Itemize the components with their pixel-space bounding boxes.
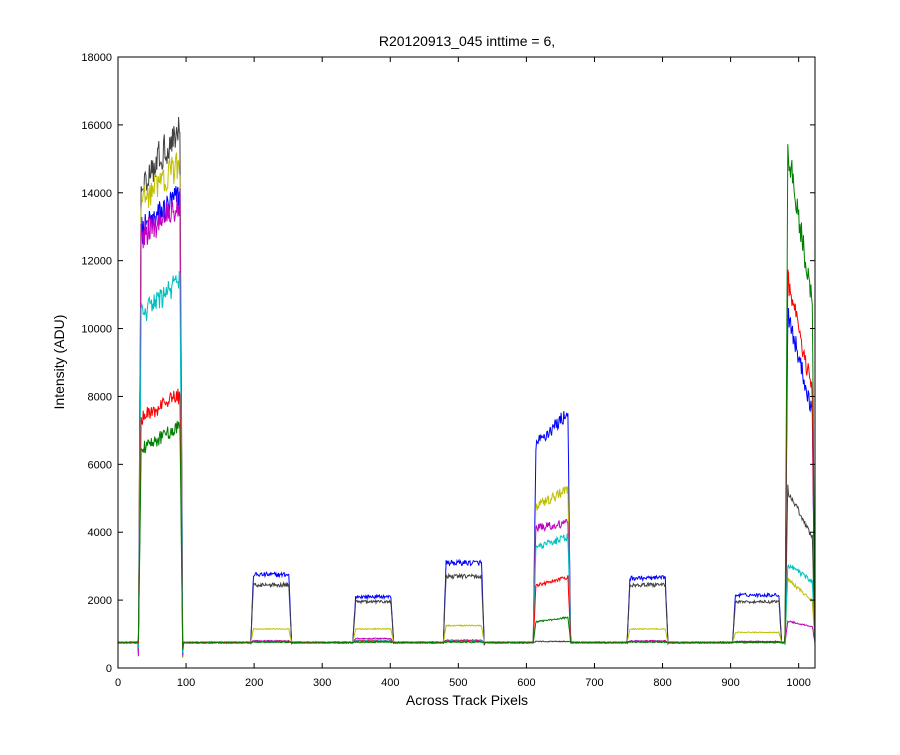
x-tick-label: 700 bbox=[585, 677, 603, 689]
y-tick-label: 0 bbox=[106, 663, 112, 675]
y-axis-label: Intensity (ADU) bbox=[51, 315, 67, 410]
series-line bbox=[118, 185, 816, 656]
x-axis-label: Across Track Pixels bbox=[406, 692, 528, 708]
y-tick-label: 2000 bbox=[88, 595, 112, 607]
series-line bbox=[117, 188, 816, 657]
x-axis-ticks: 0 100 200 300 400 500 600 700 800 900 1000 bbox=[115, 57, 811, 689]
x-tick-label: 600 bbox=[517, 677, 535, 689]
series-line bbox=[117, 270, 816, 654]
y-tick-label: 16000 bbox=[81, 120, 112, 132]
x-tick-label: 400 bbox=[381, 677, 399, 689]
series-line bbox=[117, 144, 816, 650]
x-tick-label: 0 bbox=[115, 677, 121, 689]
x-tick-label: 300 bbox=[313, 677, 331, 689]
series-line bbox=[117, 116, 816, 658]
series-line bbox=[117, 269, 816, 651]
y-axis-ticks: 0 2000 4000 6000 8000 10000 12000 14000 16000 180… bbox=[81, 52, 815, 675]
y-tick-label: 10000 bbox=[81, 324, 112, 336]
series-line bbox=[117, 152, 816, 657]
y-tick-label: 18000 bbox=[81, 52, 112, 64]
x-tick-label: 900 bbox=[721, 677, 739, 689]
plot-area bbox=[117, 116, 816, 658]
x-tick-label: 1000 bbox=[786, 677, 810, 689]
chart-title: R20120913_045 inttime = 6, bbox=[379, 33, 555, 49]
y-tick-label: 6000 bbox=[88, 459, 112, 471]
y-tick-label: 8000 bbox=[88, 391, 112, 403]
y-tick-label: 12000 bbox=[81, 256, 112, 268]
axes-box bbox=[117, 56, 816, 669]
x-tick-label: 500 bbox=[449, 677, 467, 689]
y-tick-label: 4000 bbox=[88, 527, 112, 539]
x-tick-label: 200 bbox=[245, 677, 263, 689]
y-tick-label: 14000 bbox=[81, 188, 112, 200]
x-tick-label: 800 bbox=[653, 677, 671, 689]
x-tick-label: 100 bbox=[177, 677, 195, 689]
